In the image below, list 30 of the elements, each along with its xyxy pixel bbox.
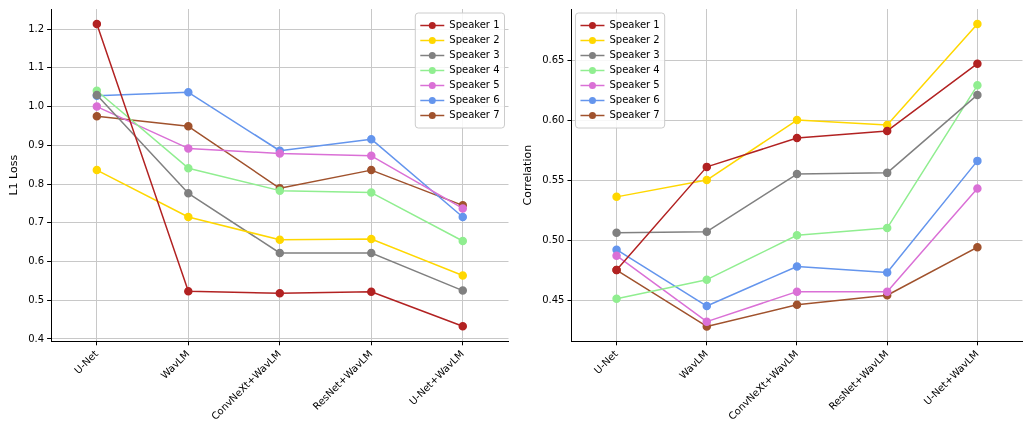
- legend-label: Speaker 1: [609, 19, 660, 31]
- legend-label: Speaker 5: [449, 79, 500, 91]
- legend-label: Speaker 4: [609, 64, 660, 76]
- y-axis-title: Correlation: [521, 144, 535, 206]
- legend-label: Speaker 7: [449, 109, 500, 121]
- legend-label: Speaker 2: [449, 34, 500, 46]
- legend-label: Speaker 1: [449, 19, 500, 31]
- legend-label: Speaker 7: [609, 109, 660, 121]
- legend-label: Speaker 3: [449, 49, 500, 61]
- legend-label: Speaker 4: [449, 64, 500, 76]
- legend-label: Speaker 5: [609, 79, 660, 91]
- y-tick-label: 0.9: [28, 138, 45, 150]
- y-tick-label: 0.6: [28, 255, 45, 267]
- y-tick-label: 0.65: [542, 53, 565, 65]
- legend-label: Speaker 6: [449, 94, 500, 106]
- y-tick-label: 0.7: [28, 216, 45, 228]
- y-tick-label: 1.0: [28, 100, 45, 112]
- y-tick-label: 0.8: [28, 177, 45, 189]
- y-tick-label: 0.50: [542, 233, 565, 245]
- y-tick-label: 0.5: [28, 293, 45, 305]
- y-tick-label: 0.4: [28, 332, 45, 344]
- legend-label: Speaker 2: [609, 34, 660, 46]
- y-tick-label: 0.45: [542, 293, 565, 305]
- y-tick-label: 0.55: [542, 173, 565, 185]
- y-tick-label: 1.1: [28, 61, 45, 73]
- y-tick-label: 1.2: [28, 22, 45, 34]
- y-axis-title: L1 Loss: [7, 154, 21, 196]
- y-tick-label: 0.60: [542, 113, 565, 125]
- legend-label: Speaker 3: [609, 49, 660, 61]
- legend-label: Speaker 6: [609, 94, 660, 106]
